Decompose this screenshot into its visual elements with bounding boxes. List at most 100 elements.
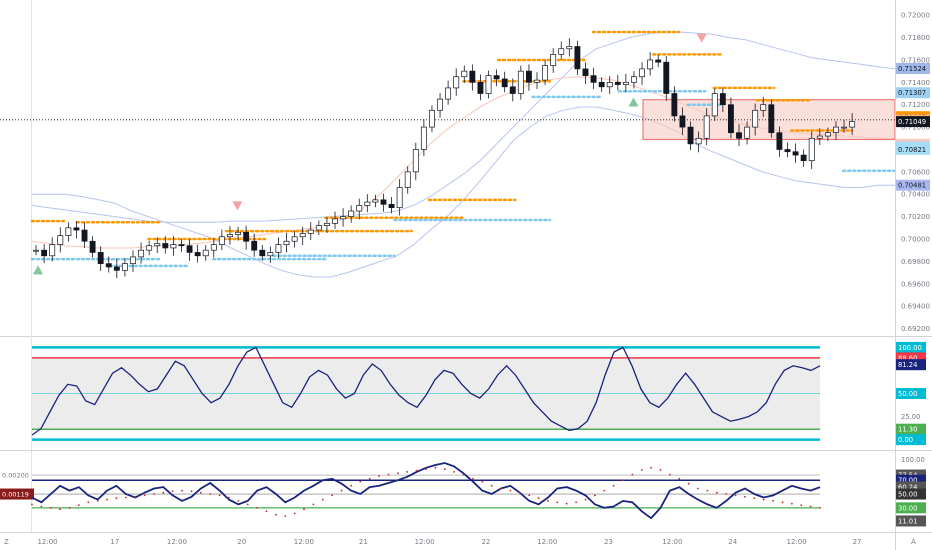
candle-body[interactable] xyxy=(227,234,233,238)
candle-body[interactable] xyxy=(356,205,363,212)
price-axis[interactable]: 0.72000 0.71800 0.71600 0.71400 0.71200 0.710… xyxy=(895,0,931,550)
candle-body[interactable] xyxy=(162,243,169,249)
candle-body[interactable] xyxy=(315,225,322,231)
candle-body[interactable] xyxy=(534,79,540,83)
time-axis[interactable]: 12:00 17 12:00 20 12:00 21 12:00 22 12:00 23 12:00… xyxy=(4,538,916,546)
candle-body[interactable] xyxy=(243,231,250,242)
sell-signal-marker[interactable] xyxy=(696,33,707,43)
candle-body[interactable] xyxy=(687,126,694,145)
candle-body[interactable] xyxy=(372,199,379,203)
candle-body[interactable] xyxy=(420,126,427,150)
candle-body[interactable] xyxy=(57,235,64,245)
candle-body[interactable] xyxy=(776,132,783,150)
candle-body[interactable] xyxy=(380,199,387,205)
oscillator-2-line[interactable] xyxy=(31,462,821,520)
candle-body[interactable] xyxy=(493,75,500,80)
candle-body[interactable] xyxy=(97,252,104,264)
candle-body[interactable] xyxy=(558,48,565,55)
candle-body[interactable] xyxy=(299,233,306,238)
candle-body[interactable] xyxy=(631,76,637,83)
candle-body[interactable] xyxy=(824,132,831,137)
candle-body[interactable] xyxy=(711,93,718,117)
candle-body[interactable] xyxy=(833,126,839,134)
candle-body[interactable] xyxy=(453,76,460,89)
sell-signal-marker[interactable] xyxy=(232,201,243,211)
candle-body[interactable] xyxy=(485,75,492,94)
candle-body[interactable] xyxy=(170,244,177,249)
candle-body[interactable] xyxy=(218,236,225,245)
oscillator-pane-1[interactable] xyxy=(0,346,932,451)
candle-body[interactable] xyxy=(501,78,508,88)
candle-body[interactable] xyxy=(33,249,39,252)
candle-body[interactable] xyxy=(267,252,274,257)
candle-body[interactable] xyxy=(808,137,815,162)
oscillator-1-line[interactable] xyxy=(31,346,821,436)
candle-body[interactable] xyxy=(186,245,193,253)
candle-body[interactable] xyxy=(340,216,347,220)
candle-body[interactable] xyxy=(542,65,549,81)
candle-body[interactable] xyxy=(348,210,355,217)
candle-body[interactable] xyxy=(121,263,128,271)
candle-body[interactable] xyxy=(388,203,395,209)
candle-body[interactable] xyxy=(437,98,443,111)
candle-body[interactable] xyxy=(760,104,767,111)
candle-body[interactable] xyxy=(202,249,209,257)
candle-body[interactable] xyxy=(663,61,670,94)
candle-body[interactable] xyxy=(566,46,573,50)
candle-body[interactable] xyxy=(210,244,217,251)
candle-body[interactable] xyxy=(412,149,419,173)
candle-body[interactable] xyxy=(639,68,645,78)
candle-body[interactable] xyxy=(429,109,435,128)
candle-body[interactable] xyxy=(154,243,161,247)
candle-body[interactable] xyxy=(251,240,258,251)
candle-body[interactable] xyxy=(590,75,597,83)
candle-body[interactable] xyxy=(130,256,136,264)
candle-body[interactable] xyxy=(113,266,120,271)
candle-body[interactable] xyxy=(736,132,742,139)
candle-body[interactable] xyxy=(517,70,524,94)
candle-body[interactable] xyxy=(477,81,484,94)
candle-body[interactable] xyxy=(509,86,516,94)
candle-body[interactable] xyxy=(275,244,282,253)
candle-body[interactable] xyxy=(622,81,629,85)
candle-body[interactable] xyxy=(291,236,298,242)
candle-body[interactable] xyxy=(89,240,96,253)
oscillator-pane-2[interactable]: 0.00200 0.00119 xyxy=(0,462,932,533)
candle-body[interactable] xyxy=(598,81,605,88)
candle-body[interactable] xyxy=(744,126,751,139)
candle-body[interactable] xyxy=(146,245,153,251)
candle-body[interactable] xyxy=(41,249,48,257)
candle-body[interactable] xyxy=(469,70,476,83)
candle-body[interactable] xyxy=(784,149,791,153)
candle-body[interactable] xyxy=(194,252,201,257)
candle-body[interactable] xyxy=(849,121,856,128)
candle-body[interactable] xyxy=(81,229,88,242)
candle-body[interactable] xyxy=(461,70,468,78)
candle-body[interactable] xyxy=(695,137,702,145)
candle-body[interactable] xyxy=(49,244,56,257)
candle-body[interactable] xyxy=(178,244,185,247)
candle-body[interactable] xyxy=(323,222,330,226)
buy-signal-marker[interactable] xyxy=(33,265,44,275)
candle-body[interactable] xyxy=(719,93,726,106)
candle-body[interactable] xyxy=(283,240,290,245)
candle-body[interactable] xyxy=(647,59,654,70)
candle-body[interactable] xyxy=(816,135,823,139)
candle-body[interactable] xyxy=(703,115,710,139)
candle-body[interactable] xyxy=(655,59,662,63)
candle-body[interactable] xyxy=(73,227,80,231)
candle-body[interactable] xyxy=(800,154,807,162)
candle-body[interactable] xyxy=(105,263,112,268)
candle-body[interactable] xyxy=(396,187,403,209)
candle-body[interactable] xyxy=(841,126,847,129)
candle-body[interactable] xyxy=(582,68,589,76)
candle-body[interactable] xyxy=(307,229,314,234)
candle-body[interactable] xyxy=(671,93,678,117)
candle-body[interactable] xyxy=(550,54,557,66)
candle-body[interactable] xyxy=(792,151,799,156)
candle-body[interactable] xyxy=(332,218,338,224)
candle-body[interactable] xyxy=(364,201,371,206)
candle-body[interactable] xyxy=(574,46,581,70)
candle-body[interactable] xyxy=(65,227,72,236)
